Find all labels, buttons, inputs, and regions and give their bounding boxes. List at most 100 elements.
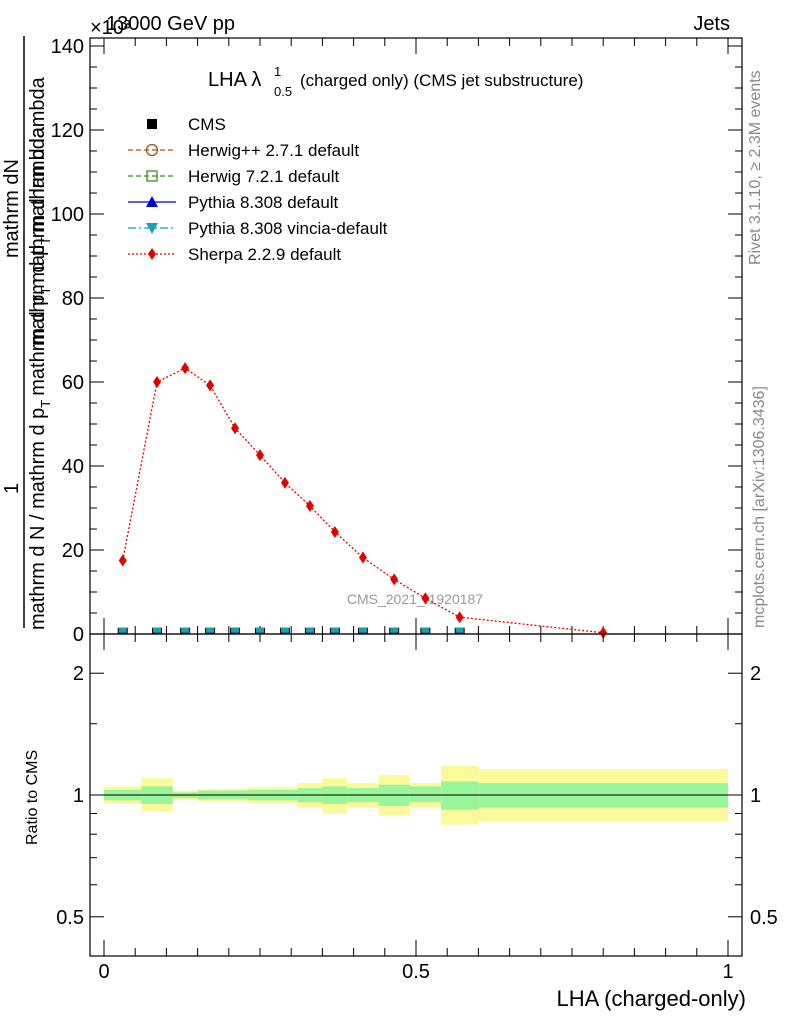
- vincia-point: [280, 627, 289, 633]
- y-label-den-b: mathrm d p: [27, 295, 49, 396]
- legend-marker: [145, 143, 159, 157]
- main-y-axis: 0 20 40 60 80 100 120 140: [51, 36, 742, 646]
- legend-marker: [146, 223, 158, 234]
- legend-label: Herwig 7.2.1 default: [188, 167, 339, 186]
- vincia-point: [256, 627, 264, 633]
- main-y-tick-label: 0: [73, 624, 84, 646]
- legend-marker: [146, 196, 158, 207]
- y-label-den-sub: T: [38, 400, 53, 408]
- main-y-label: mathrm d N / mathrm d pTmathrm d pTmathr…: [1, 36, 53, 630]
- legend-entry: Pythia 8.308 vincia-default: [128, 219, 388, 238]
- mcplots-label: mcplots.cern.ch [arXiv:1306.3436]: [751, 386, 768, 628]
- process-label: Jets: [693, 13, 730, 35]
- vincia-point: [153, 627, 162, 633]
- sherpa-point: [181, 362, 190, 375]
- analysis-watermark: CMS_2021_I1920187: [347, 591, 483, 607]
- x-axis-label: LHA (charged-only): [556, 986, 746, 1011]
- y-label-one: 1: [1, 483, 23, 494]
- x-tick-label: 0: [98, 961, 109, 983]
- x-tick-label: 1: [722, 961, 733, 983]
- y-label-den-c: mathrm d lambda: [27, 126, 49, 282]
- ratio-inner-band: [440, 781, 479, 810]
- vincia-point: [118, 627, 127, 633]
- legend-entry: Sherpa 2.2.9 default: [128, 245, 341, 264]
- ratio-x-axis: 0 0.5 1: [98, 634, 734, 983]
- plot-title-subscript: 0.5: [274, 84, 292, 99]
- sherpa-point: [358, 551, 367, 564]
- y-label-den-a: mathrm d N / mathrm d p: [27, 408, 49, 630]
- sherpa-point: [305, 499, 314, 512]
- sherpa-point: [153, 376, 162, 388]
- legend-entry: Herwig++ 2.7.1 default: [128, 141, 359, 160]
- ratio-y-axis: 0.5 0.5 1 1 2 2: [56, 663, 778, 929]
- plot-title-main: LHA λ: [208, 69, 261, 91]
- ratio-y-tick-label-right: 2: [750, 663, 761, 685]
- y-label-top: mathrm dN: [1, 159, 23, 258]
- legend: CMS Herwig++ 2.7.1 default Herwig 7.2.1 de…: [128, 115, 388, 264]
- main-y-tick-label: 140: [51, 36, 84, 58]
- sherpa-point: [390, 573, 399, 586]
- y-label-numerator: mathrm d N / mathrm d pTmathrm d pTmathr…: [27, 126, 53, 630]
- vincia-point: [358, 627, 367, 633]
- energy-label: 13000 GeV pp: [106, 13, 235, 35]
- ratio-inner-band: [409, 786, 441, 803]
- sherpa-point: [231, 422, 240, 435]
- legend-marker: [147, 119, 157, 129]
- exponent-label: ×10³: [90, 17, 131, 39]
- main-y-tick-label: 100: [51, 204, 84, 226]
- ratio-y-tick-label: 1: [73, 785, 84, 807]
- legend-label: Pythia 8.308 default: [188, 193, 339, 212]
- legend-label: Herwig++ 2.7.1 default: [188, 141, 359, 160]
- y-label-denominator: mathrm d pTmathrm d lambda: [27, 76, 53, 346]
- legend-entry: Pythia 8.308 default: [128, 193, 339, 212]
- main-plot-panel: 0 20 40 60 80 100 120 140 LHA λ 1 0.5 (charged …: [51, 36, 743, 646]
- main-y-tick-label: 20: [62, 540, 84, 562]
- series-sherpa: [118, 362, 608, 639]
- y-label-dn: mathrm dN: [1, 159, 23, 258]
- sherpa-point: [599, 626, 608, 639]
- vincia-point: [206, 627, 215, 633]
- sherpa-point: [256, 449, 264, 462]
- vincia-point: [181, 627, 190, 633]
- main-y-tick-label: 40: [62, 456, 84, 478]
- legend-entry: Herwig 7.2.1 default: [128, 167, 339, 186]
- sherpa-point: [206, 379, 215, 392]
- ratio-y-tick-label-right: 0.5: [750, 907, 778, 929]
- legend-label: Sherpa 2.2.9 default: [188, 245, 341, 264]
- vincia-point: [330, 627, 339, 633]
- legend-label: Pythia 8.308 vincia-default: [188, 219, 388, 238]
- main-y-tick-label: 80: [62, 288, 84, 310]
- vincia-point: [305, 627, 314, 633]
- vincia-point: [390, 627, 399, 633]
- ratio-plot-panel: 0.5 0.51 12 2 0 0.5 1: [56, 633, 778, 983]
- main-y-tick-label: 120: [51, 120, 84, 142]
- y-label-mid: mathrm d p: [27, 245, 49, 346]
- sherpa-point: [455, 611, 464, 624]
- x-tick-label: 0.5: [402, 961, 430, 983]
- sherpa-point: [330, 525, 339, 538]
- main-y-tick-label: 60: [62, 372, 84, 394]
- vincia-point: [455, 627, 464, 633]
- legend-marker: [148, 248, 156, 260]
- legend-entry: CMS: [147, 115, 226, 134]
- ratio-y-label: Ratio to CMS: [24, 750, 41, 845]
- sherpa-point: [421, 592, 430, 605]
- plot-title-suffix: (charged only) (CMS jet substructure): [300, 71, 583, 90]
- y-label-mid-sub: T: [38, 237, 53, 245]
- legend-label: CMS: [188, 115, 226, 134]
- rivet-label: Rivet 3.1.10, ≥ 2.3M events: [747, 70, 764, 265]
- plot-title-superscript: 1: [274, 64, 281, 79]
- vincia-point: [231, 627, 240, 633]
- vincia-point: [421, 627, 430, 633]
- series-cms: [117, 627, 465, 634]
- sherpa-point: [118, 554, 127, 567]
- y-label-den-sub2: T: [38, 287, 53, 295]
- plot-title: LHA λ: [208, 69, 261, 91]
- y-label-end: mathrm d lambda: [27, 76, 49, 232]
- legend-marker: [146, 170, 158, 182]
- ratio-y-tick-label-right: 1: [750, 785, 761, 807]
- ratio-y-tick-label: 0.5: [56, 907, 84, 929]
- sherpa-point: [280, 476, 289, 489]
- ratio-y-tick-label: 2: [73, 663, 84, 685]
